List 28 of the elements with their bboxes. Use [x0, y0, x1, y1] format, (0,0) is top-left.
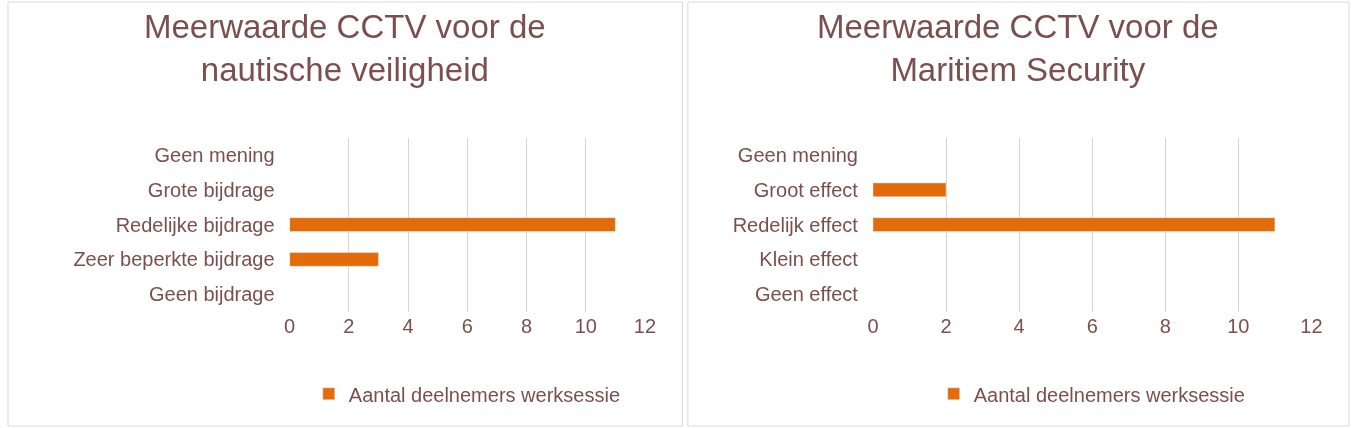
y-tick-label: Redelijke bijdrage [115, 213, 275, 236]
x-tick-label: 0 [867, 314, 879, 337]
y-tick-label: Geen bijdrage [148, 283, 275, 306]
x-tick-label: 10 [574, 314, 597, 337]
x-tick-label: 4 [402, 314, 414, 337]
x-tick-label: 10 [1227, 314, 1250, 337]
chart-title: Meerwaarde CCTV voor de nautische veiligheid [144, 8, 546, 88]
y-tick-label: Geen effect [754, 283, 859, 306]
x-tick-label: 12 [1300, 314, 1323, 337]
y-tick-label: Zeer beperkte bijdrage [73, 248, 275, 271]
x-tick-label: 8 [520, 314, 533, 337]
x-tick-label: 2 [343, 314, 355, 337]
x-tick-label: 4 [1013, 314, 1025, 337]
y-tick-label: Geen mening [737, 144, 858, 167]
x-tick-label: 8 [1159, 314, 1171, 337]
y-tick-label: Redelijk effect [732, 213, 859, 236]
y-tick-label: Geen mening [154, 144, 275, 167]
x-tick-label: 6 [1086, 314, 1098, 337]
legend-label: Aantal deelnemers werksessie [973, 383, 1245, 406]
x-tick-label: 0 [284, 314, 296, 337]
x-tick-label: 6 [461, 314, 473, 337]
y-tick-label: Klein effect [759, 248, 859, 271]
legend-label: Aantal deelnemers werksessie [348, 383, 621, 406]
y-tick-label: Groot effect [753, 178, 859, 201]
x-tick-label: 12 [633, 314, 657, 337]
chart-title: Meerwaarde CCTV voor de Maritiem Security [817, 8, 1219, 88]
x-tick-label: 2 [940, 314, 952, 337]
y-tick-label: Grote bijdrage [147, 178, 275, 201]
